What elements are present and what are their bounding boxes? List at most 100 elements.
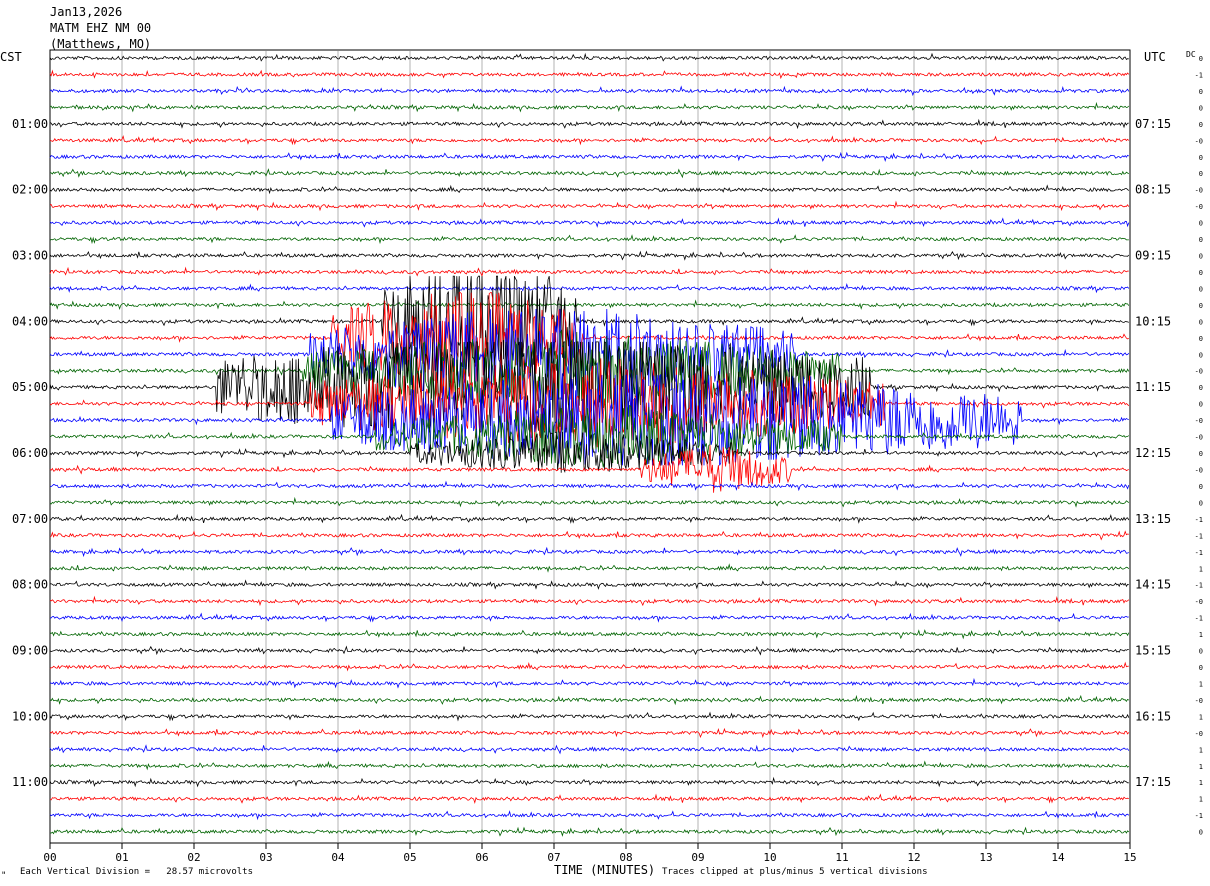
cst-time-label: 10:00 — [12, 709, 48, 723]
dc-offset-label: -1 — [1195, 582, 1203, 590]
trace-row-12 — [49, 250, 1130, 261]
dc-offset-label: -0 — [1195, 434, 1203, 442]
dc-offset-label: 0 — [1199, 269, 1203, 277]
trace-row-14 — [49, 283, 1130, 294]
x-tick-label: 13 — [979, 851, 992, 864]
dc-offset-label: 0 — [1199, 154, 1203, 162]
trace-row-13 — [49, 266, 1129, 278]
trace-row-5 — [49, 135, 1130, 146]
trace-row-38 — [49, 677, 1129, 689]
cst-time-label: 06:00 — [12, 446, 48, 460]
trace-row-44 — [49, 776, 1129, 788]
x-tick-label: 09 — [691, 851, 704, 864]
dc-offset-label: -0 — [1195, 697, 1203, 705]
x-tick-label: 12 — [907, 851, 920, 864]
x-tick-label: 04 — [331, 851, 345, 864]
dc-offset-label: 0 — [1199, 318, 1203, 326]
cst-time-label: 02:00 — [12, 183, 48, 197]
trace-row-15 — [49, 299, 1130, 310]
x-axis-title: TIME (MINUTES) — [554, 863, 656, 877]
dc-offset-label: 1 — [1199, 763, 1203, 771]
cst-time-label: 08:00 — [12, 578, 48, 592]
cst-time-label: 05:00 — [12, 380, 48, 394]
x-tick-label: 14 — [1051, 851, 1065, 864]
dc-offset-label: 0 — [1199, 236, 1203, 244]
cst-time-label: 09:00 — [12, 644, 48, 658]
trace-row-20 — [49, 341, 1130, 435]
trace-row-30 — [49, 546, 1129, 558]
dc-offset-label: 0 — [1199, 384, 1203, 392]
trace-row-2 — [49, 85, 1130, 97]
dc-offset-label: 0 — [1199, 302, 1203, 310]
trace-row-39 — [49, 694, 1130, 706]
x-tick-label: 06 — [475, 851, 488, 864]
trace-row-27 — [49, 496, 1130, 508]
x-tick-label: 15 — [1123, 851, 1136, 864]
x-tick-label: 02 — [187, 851, 200, 864]
dc-offset-label: 0 — [1199, 351, 1203, 359]
trace-row-24 — [49, 431, 1129, 474]
utc-axis-label: UTC — [1144, 50, 1166, 64]
trace-row-25 — [49, 445, 1129, 493]
dc-offset-label: 1 — [1199, 680, 1203, 688]
trace-row-45 — [49, 793, 1129, 805]
trace-row-3 — [49, 101, 1130, 113]
dc-offset-label: 0 — [1199, 170, 1203, 178]
vertical-division-scale: Each Vertical Division = 28.57 microvolt… — [20, 867, 253, 877]
trace-row-31 — [49, 563, 1130, 573]
trace-row-40 — [49, 711, 1130, 722]
dc-offset-label: -0 — [1195, 417, 1203, 425]
x-tick-label: 05 — [403, 851, 416, 864]
dc-offset-label: 1 — [1199, 779, 1203, 787]
dc-offset-label: -0 — [1195, 368, 1203, 376]
dc-offset-label: 1 — [1199, 631, 1203, 639]
dc-offset-label: 0 — [1199, 664, 1203, 672]
dc-offset-label: 1 — [1199, 796, 1203, 804]
x-tick-label: 01 — [115, 851, 128, 864]
dc-offset-label: -0 — [1195, 137, 1203, 145]
trace-row-0 — [49, 52, 1129, 62]
cst-time-label: 03:00 — [12, 249, 48, 263]
dc-offset-label: 0 — [1199, 253, 1203, 261]
dc-column-label: DC — [1186, 50, 1196, 59]
cst-axis-label: CST — [0, 50, 22, 64]
dc-offset-label: -1 — [1195, 71, 1203, 79]
trace-row-29 — [49, 530, 1129, 541]
dc-offset-label: 1 — [1199, 746, 1203, 754]
station-location: (Matthews, MO) — [50, 37, 152, 51]
trace-row-47 — [49, 826, 1130, 837]
x-tick-label: 08 — [619, 851, 632, 864]
x-tick-label: 00 — [43, 851, 56, 864]
trace-row-1 — [49, 69, 1130, 80]
utc-time-label: 09:15 — [1135, 249, 1171, 263]
dc-offset-label: 0 — [1199, 829, 1203, 837]
utc-time-label: 08:15 — [1135, 183, 1171, 197]
trace-row-46 — [49, 810, 1130, 821]
utc-time-label: 11:15 — [1135, 380, 1171, 394]
trace-row-33 — [49, 595, 1130, 607]
trace-row-42 — [49, 744, 1130, 755]
trace-row-4 — [49, 118, 1129, 130]
trace-row-34 — [49, 612, 1129, 623]
trace-row-23 — [49, 404, 1130, 468]
dc-offset-label: -1 — [1195, 615, 1203, 623]
trace-row-8 — [49, 184, 1130, 195]
x-tick-label: 03 — [259, 851, 272, 864]
dc-offset-label: -0 — [1195, 598, 1203, 606]
dc-offset-label: -1 — [1195, 549, 1203, 557]
cst-time-label: 04:00 — [12, 314, 48, 328]
utc-time-label: 07:15 — [1135, 117, 1171, 131]
corner-mark: " — [1, 871, 7, 881]
dc-offset-label: 0 — [1199, 648, 1203, 656]
trace-row-9 — [49, 200, 1130, 212]
cst-time-label: 11:00 — [12, 775, 48, 789]
trace-row-36 — [49, 645, 1129, 656]
trace-row-43 — [49, 760, 1130, 771]
dc-offset-label: 0 — [1199, 499, 1203, 507]
trace-row-28 — [49, 513, 1130, 524]
utc-time-label: 17:15 — [1135, 775, 1171, 789]
x-tick-label: 07 — [547, 851, 560, 864]
utc-time-label: 16:15 — [1135, 709, 1171, 723]
x-tick-label: 11 — [835, 851, 848, 864]
